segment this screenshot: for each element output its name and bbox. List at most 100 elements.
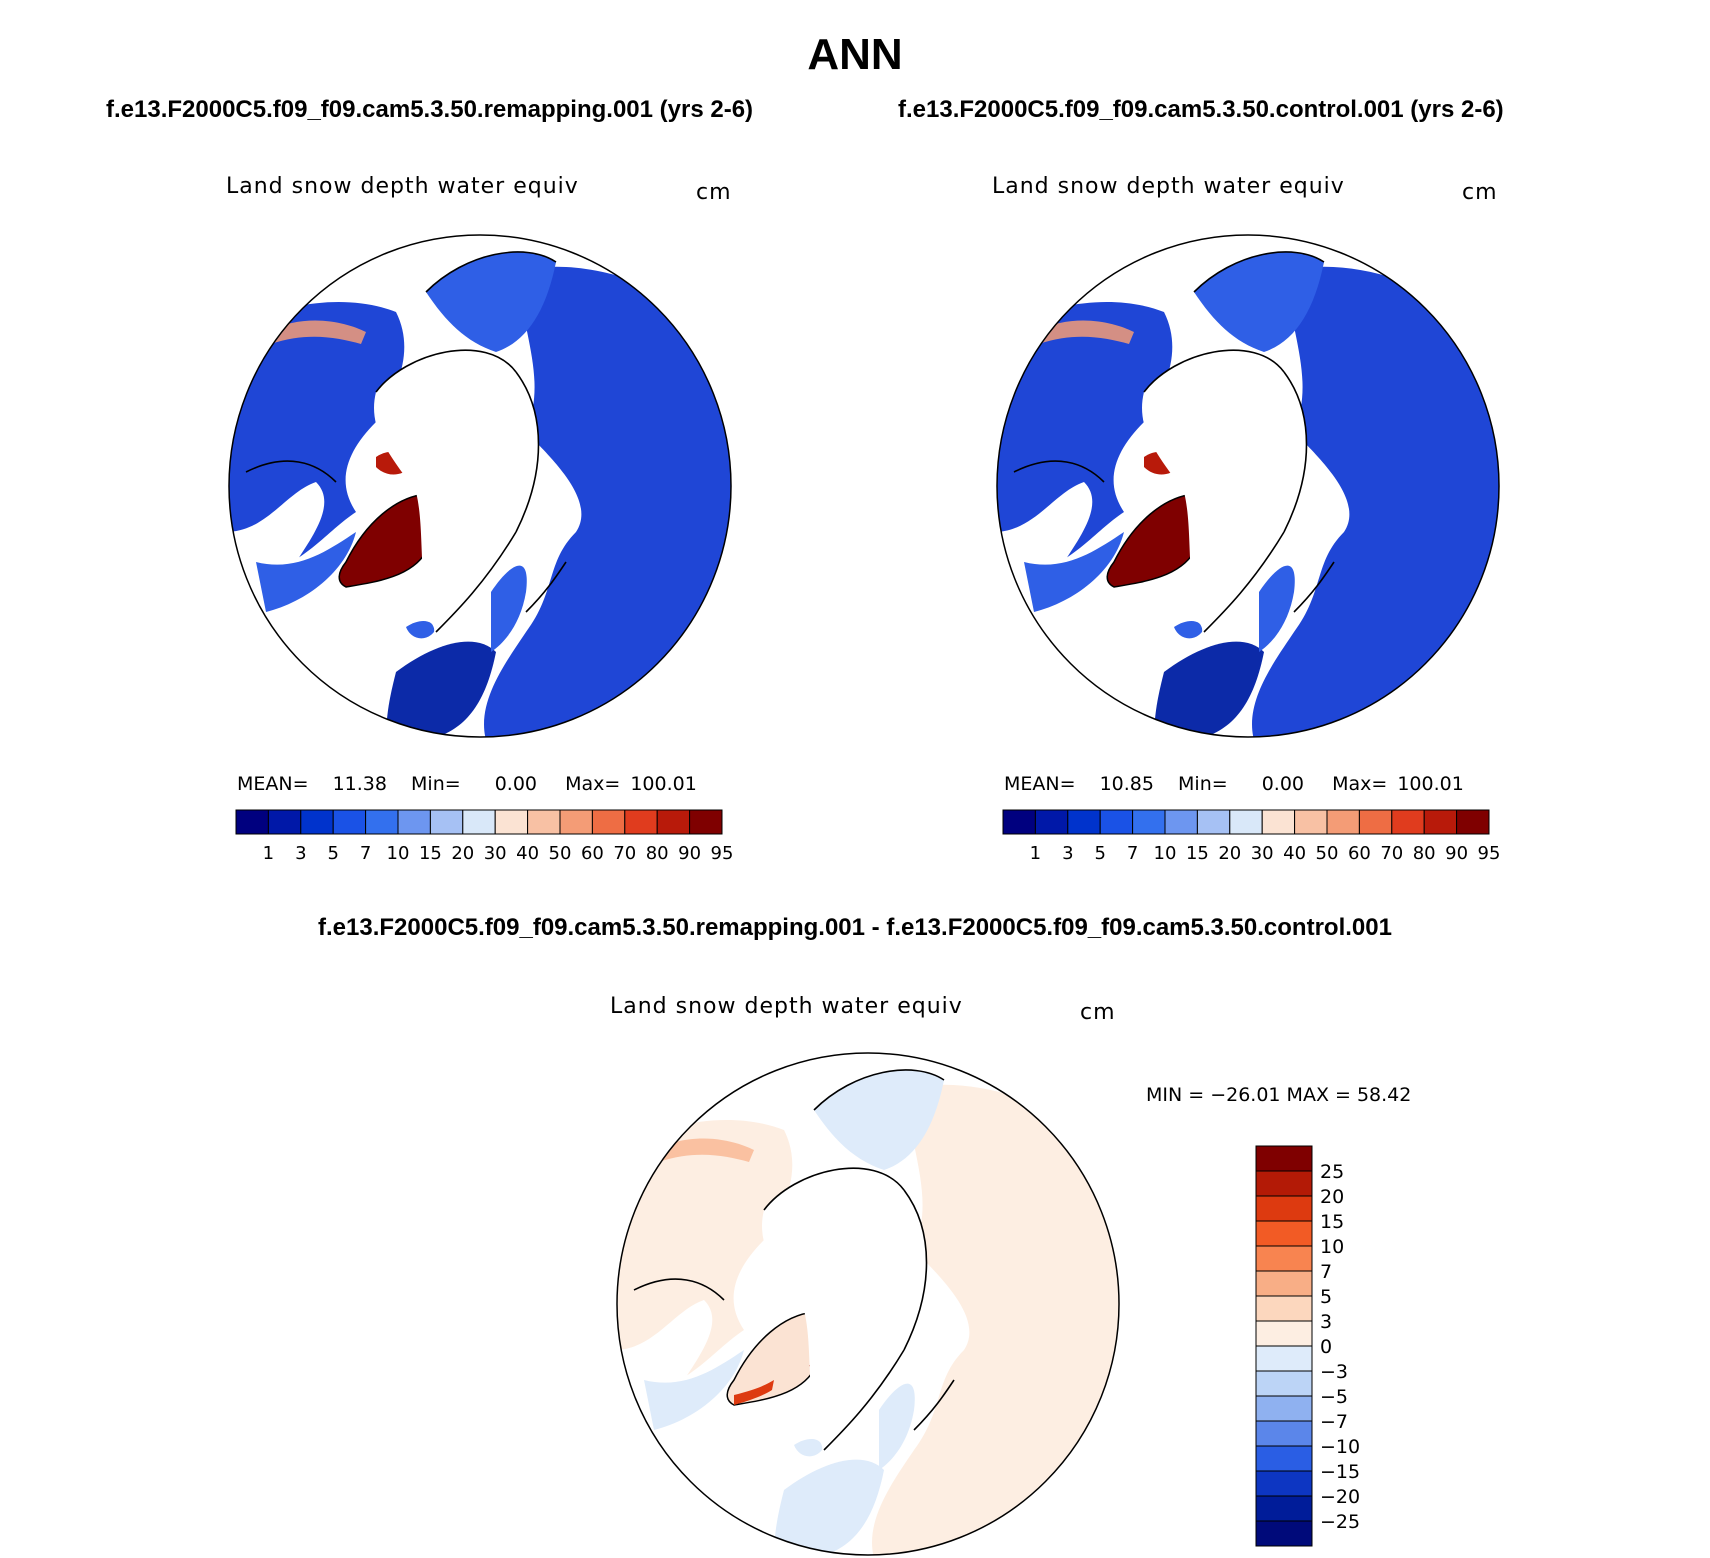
colorbar-box [1255, 1320, 1313, 1347]
colorbar-box [1255, 1295, 1313, 1322]
colorbar-label: 7 [1127, 843, 1138, 864]
north-america-land [617, 1120, 793, 1390]
map-right [996, 234, 1500, 738]
panel-left-stats: MEAN= 11.38 Min= 0.00 Max= 100.01 [237, 773, 697, 795]
colorbar-box [1002, 809, 1036, 835]
eurasia-land [872, 1084, 1119, 1555]
min-label: Min= [1178, 773, 1228, 795]
colorbar-label: 10 [1320, 1236, 1344, 1258]
colorbar-label: 15 [419, 843, 442, 864]
min-value: 0.00 [494, 773, 538, 795]
coastline [763, 1167, 905, 1211]
colorbar-label: 70 [1380, 843, 1403, 864]
colorbar-box [1261, 809, 1296, 835]
colorbar-label: 15 [1320, 1211, 1344, 1233]
colorbar-label: 1 [1030, 843, 1041, 864]
panel-left-variable: Land snow depth water equiv [226, 174, 579, 199]
colorbar-box [1255, 1220, 1313, 1247]
colorbar-label: 20 [1320, 1186, 1344, 1208]
colorbar-label: 30 [484, 843, 507, 864]
coastline [903, 1189, 928, 1351]
colorbar-label: 1 [263, 843, 274, 864]
colorbar-box [1255, 1195, 1313, 1222]
colorbar-box [1255, 1495, 1313, 1522]
north-america-land [997, 302, 1173, 572]
panel-right-stats: MEAN= 10.85 Min= 0.00 Max= 100.01 [1004, 773, 1464, 795]
colorbar-label: 3 [1320, 1311, 1332, 1333]
colorbar-box [1255, 1395, 1313, 1422]
colorbar-box [656, 809, 691, 835]
max-value: 100.01 [1397, 773, 1464, 795]
colorbar-label: 20 [1218, 843, 1241, 864]
mean-label: MEAN= [237, 773, 309, 795]
colorbar-box [624, 809, 658, 835]
colorbar-label: 5 [1320, 1286, 1332, 1308]
colorbar-box [1099, 809, 1134, 835]
coastline [515, 371, 540, 533]
colorbar-label: −3 [1320, 1361, 1348, 1383]
min-label: Min= [411, 773, 461, 795]
colorbar-label: 25 [1320, 1161, 1344, 1183]
coastline [1143, 349, 1285, 393]
colorbar-box [462, 809, 496, 835]
difference-minmax: MIN = −26.01 MAX = 58.42 [1146, 1084, 1412, 1106]
colorbar-label: 50 [1316, 843, 1339, 864]
map-difference [616, 1052, 1120, 1556]
coastline [633, 1278, 725, 1301]
panel-right-variable: Land snow depth water equiv [992, 174, 1345, 199]
colorbar-box [397, 809, 431, 835]
colorbar-box [559, 809, 593, 835]
coastline [913, 1379, 955, 1431]
difference-variable: Land snow depth water equiv [610, 994, 963, 1019]
colorbar-difference: 25 20 15 10 7 5 3 0 −3 −5 −7 −10 −15 −20 −25 [1255, 1145, 1360, 1547]
max-label: Max= [1332, 773, 1388, 795]
colorbar-box [1255, 1145, 1313, 1172]
coastline [1203, 531, 1285, 633]
mean-value: 10.85 [1099, 773, 1154, 795]
difference-units: cm [1080, 1000, 1116, 1025]
coastline [813, 1069, 945, 1111]
north-america-land [229, 302, 405, 572]
colorbar-label: 7 [1320, 1261, 1332, 1283]
map-boundary [228, 234, 732, 738]
colorbar-box [1255, 1270, 1313, 1297]
colorbar-label: 95 [711, 843, 734, 864]
panel-left-case-title: f.e13.F2000C5.f09_f09.cam5.3.50.remappin… [106, 96, 754, 123]
coastline [375, 349, 517, 393]
colorbar-label: 30 [1251, 843, 1274, 864]
colorbar-box [1034, 809, 1069, 835]
colorbar-box [1067, 809, 1101, 835]
panel-right-units: cm [1462, 180, 1498, 205]
colorbar-box [1391, 809, 1425, 835]
colorbar-box [1255, 1420, 1313, 1447]
coastline [1193, 251, 1325, 293]
colorbar-box [1229, 809, 1263, 835]
colorbar-box [1255, 1470, 1313, 1497]
colorbar-label: 80 [1413, 843, 1436, 864]
colorbar-label: 90 [678, 843, 701, 864]
colorbar-label: 40 [1283, 843, 1306, 864]
colorbar-label: 60 [581, 843, 604, 864]
colorbar-box [494, 809, 529, 835]
colorbar-box [1164, 809, 1198, 835]
colorbar-label: −5 [1320, 1386, 1348, 1408]
colorbar-box [235, 809, 269, 835]
max-label: Max= [565, 773, 621, 795]
colorbar-box [527, 809, 561, 835]
colorbar-box [591, 809, 626, 835]
colorbar-box [1294, 809, 1328, 835]
coastline [1293, 561, 1335, 613]
colorbar-box [1358, 809, 1393, 835]
colorbar-box [267, 809, 302, 835]
colorbar-label: 7 [360, 843, 371, 864]
difference-title: f.e13.F2000C5.f09_f09.cam5.3.50.remappin… [318, 914, 1392, 941]
colorbar-box [332, 809, 367, 835]
colorbar-label: 90 [1445, 843, 1468, 864]
eurasia-land [1252, 266, 1499, 737]
colorbar-box [1255, 1370, 1313, 1397]
colorbar-label: 20 [451, 843, 474, 864]
colorbar-box [1255, 1245, 1313, 1272]
coastline [425, 251, 557, 293]
eurasia-land [484, 266, 731, 737]
colorbar-box [1456, 809, 1490, 835]
